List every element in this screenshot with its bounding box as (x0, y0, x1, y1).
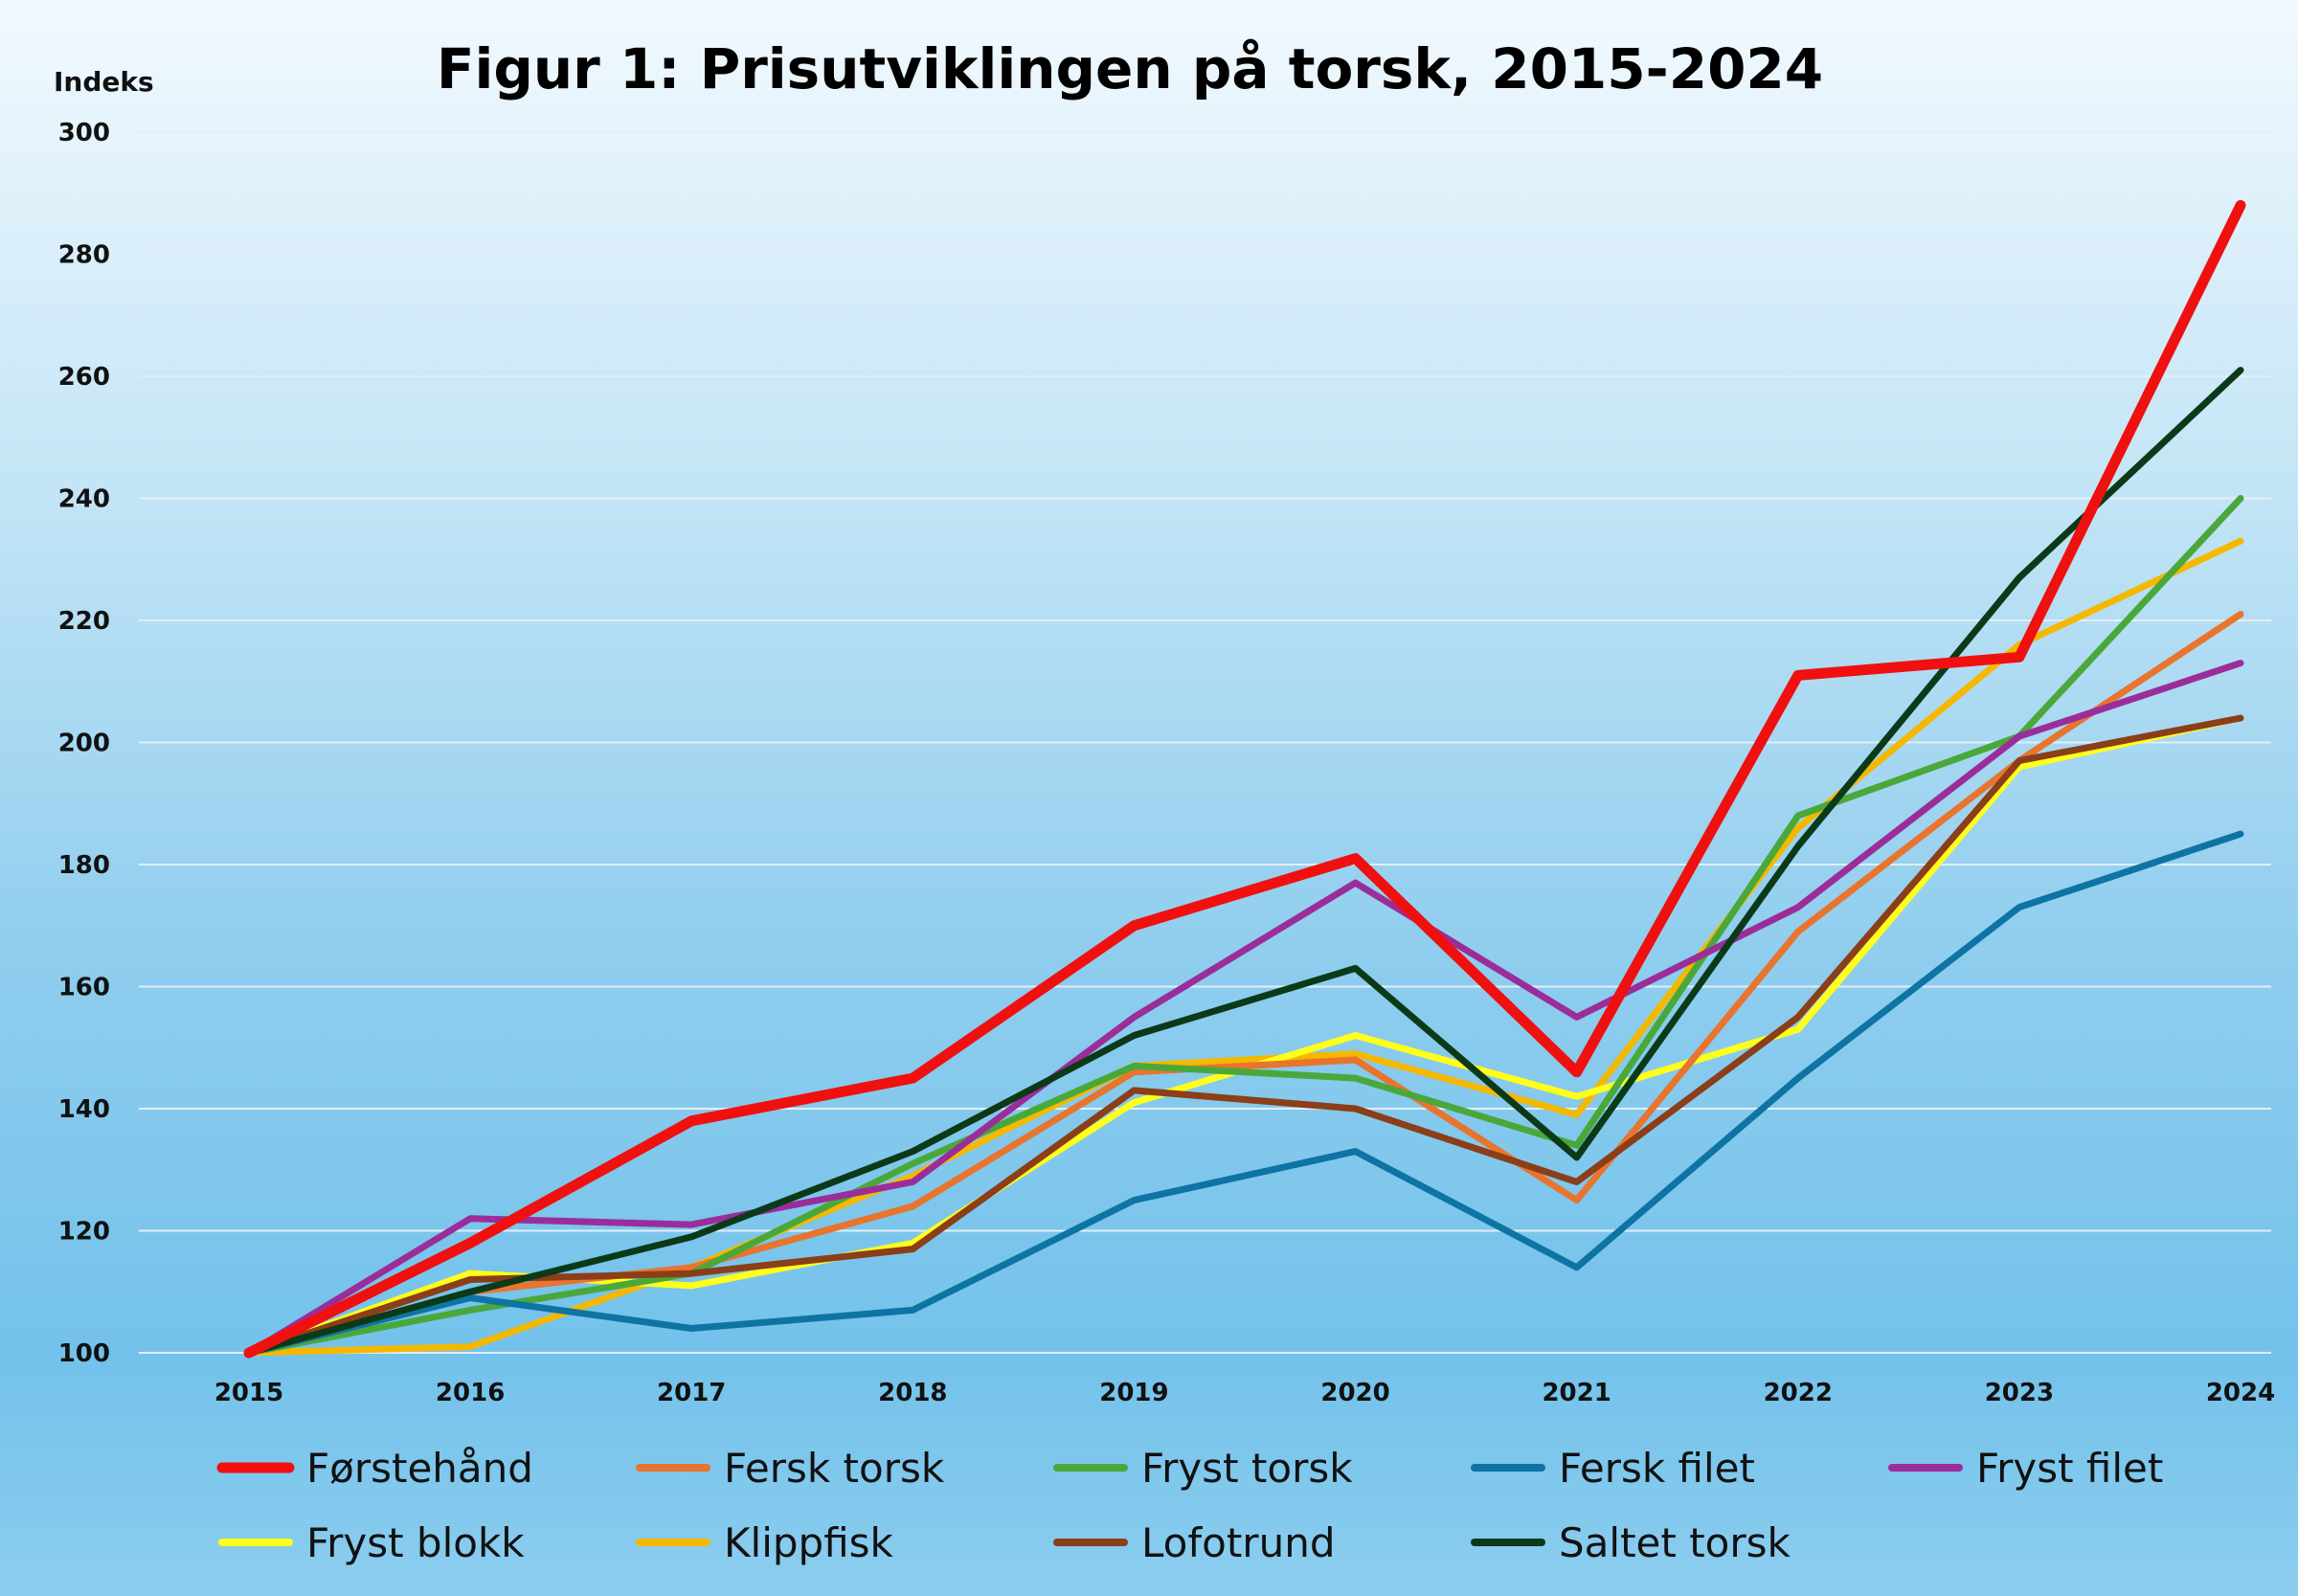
legend-label: Lofotrund (1141, 1519, 1335, 1566)
x-tick-label: 2019 (1099, 1379, 1168, 1407)
legend-label: Fryst filet (1976, 1445, 2163, 1492)
y-tick-label: 120 (58, 1218, 110, 1247)
legend-label: Saltet torsk (1559, 1519, 1791, 1566)
gridlines (139, 131, 2271, 1354)
series-lines (243, 200, 2246, 1359)
y-tick-label: 220 (58, 607, 110, 636)
series-line-førstehånd (243, 200, 2246, 1359)
series-line-saltet-torsk (245, 367, 2244, 1357)
y-tick-label: 240 (58, 485, 110, 514)
x-tick-label: 2017 (657, 1379, 726, 1407)
series-line-fersk-torsk (245, 611, 2244, 1357)
x-tick-label: 2020 (1320, 1379, 1389, 1407)
legend-label: Fryst blokk (306, 1519, 525, 1566)
y-tick-label: 160 (58, 974, 110, 1002)
y-tick-label: 200 (58, 730, 110, 758)
x-tick-label: 2022 (1764, 1379, 1833, 1407)
legend-label: Fersk filet (1559, 1445, 1755, 1492)
y-tick-label: 140 (58, 1095, 110, 1124)
legend: Førstehånd Fersk torsk Fryst torsk Fersk fi… (216, 1445, 2163, 1566)
legend-label: Førstehånd (306, 1445, 533, 1492)
x-tick-label: 2021 (1542, 1379, 1611, 1407)
y-axis-label: Indeks (54, 66, 154, 98)
legend-label: Fryst torsk (1141, 1445, 1353, 1492)
x-tick-label: 2023 (1985, 1379, 2054, 1407)
x-axis-ticks: 2015 2016 2017 2018 2019 2020 2021 2022 2023 2024 (214, 1379, 2275, 1407)
y-axis-ticks: 100 120 140 160 180 200 220 240 260 280 300 (58, 119, 110, 1368)
y-tick-label: 180 (58, 851, 110, 880)
x-tick-label: 2016 (436, 1379, 505, 1407)
x-tick-label: 2018 (878, 1379, 947, 1407)
y-tick-label: 100 (58, 1339, 110, 1368)
series-line-fryst-filet (245, 660, 2244, 1357)
series-line-fryst-torsk (245, 495, 2244, 1357)
x-tick-label: 2024 (2206, 1379, 2275, 1407)
y-tick-label: 300 (58, 119, 110, 147)
x-tick-label: 2015 (214, 1379, 283, 1407)
series-line-klippfisk (245, 537, 2244, 1357)
y-tick-label: 260 (58, 363, 110, 392)
series-line-fersk-filet (245, 830, 2244, 1357)
legend-label: Fersk torsk (724, 1445, 945, 1492)
chart-title: Figur 1: Prisutviklingen på torsk, 2015-… (437, 36, 1823, 101)
series-line-fryst-blokk (245, 714, 2244, 1357)
y-tick-label: 280 (58, 241, 110, 270)
series-line-lofotrund (245, 714, 2244, 1357)
legend-label: Klippfisk (724, 1519, 894, 1566)
